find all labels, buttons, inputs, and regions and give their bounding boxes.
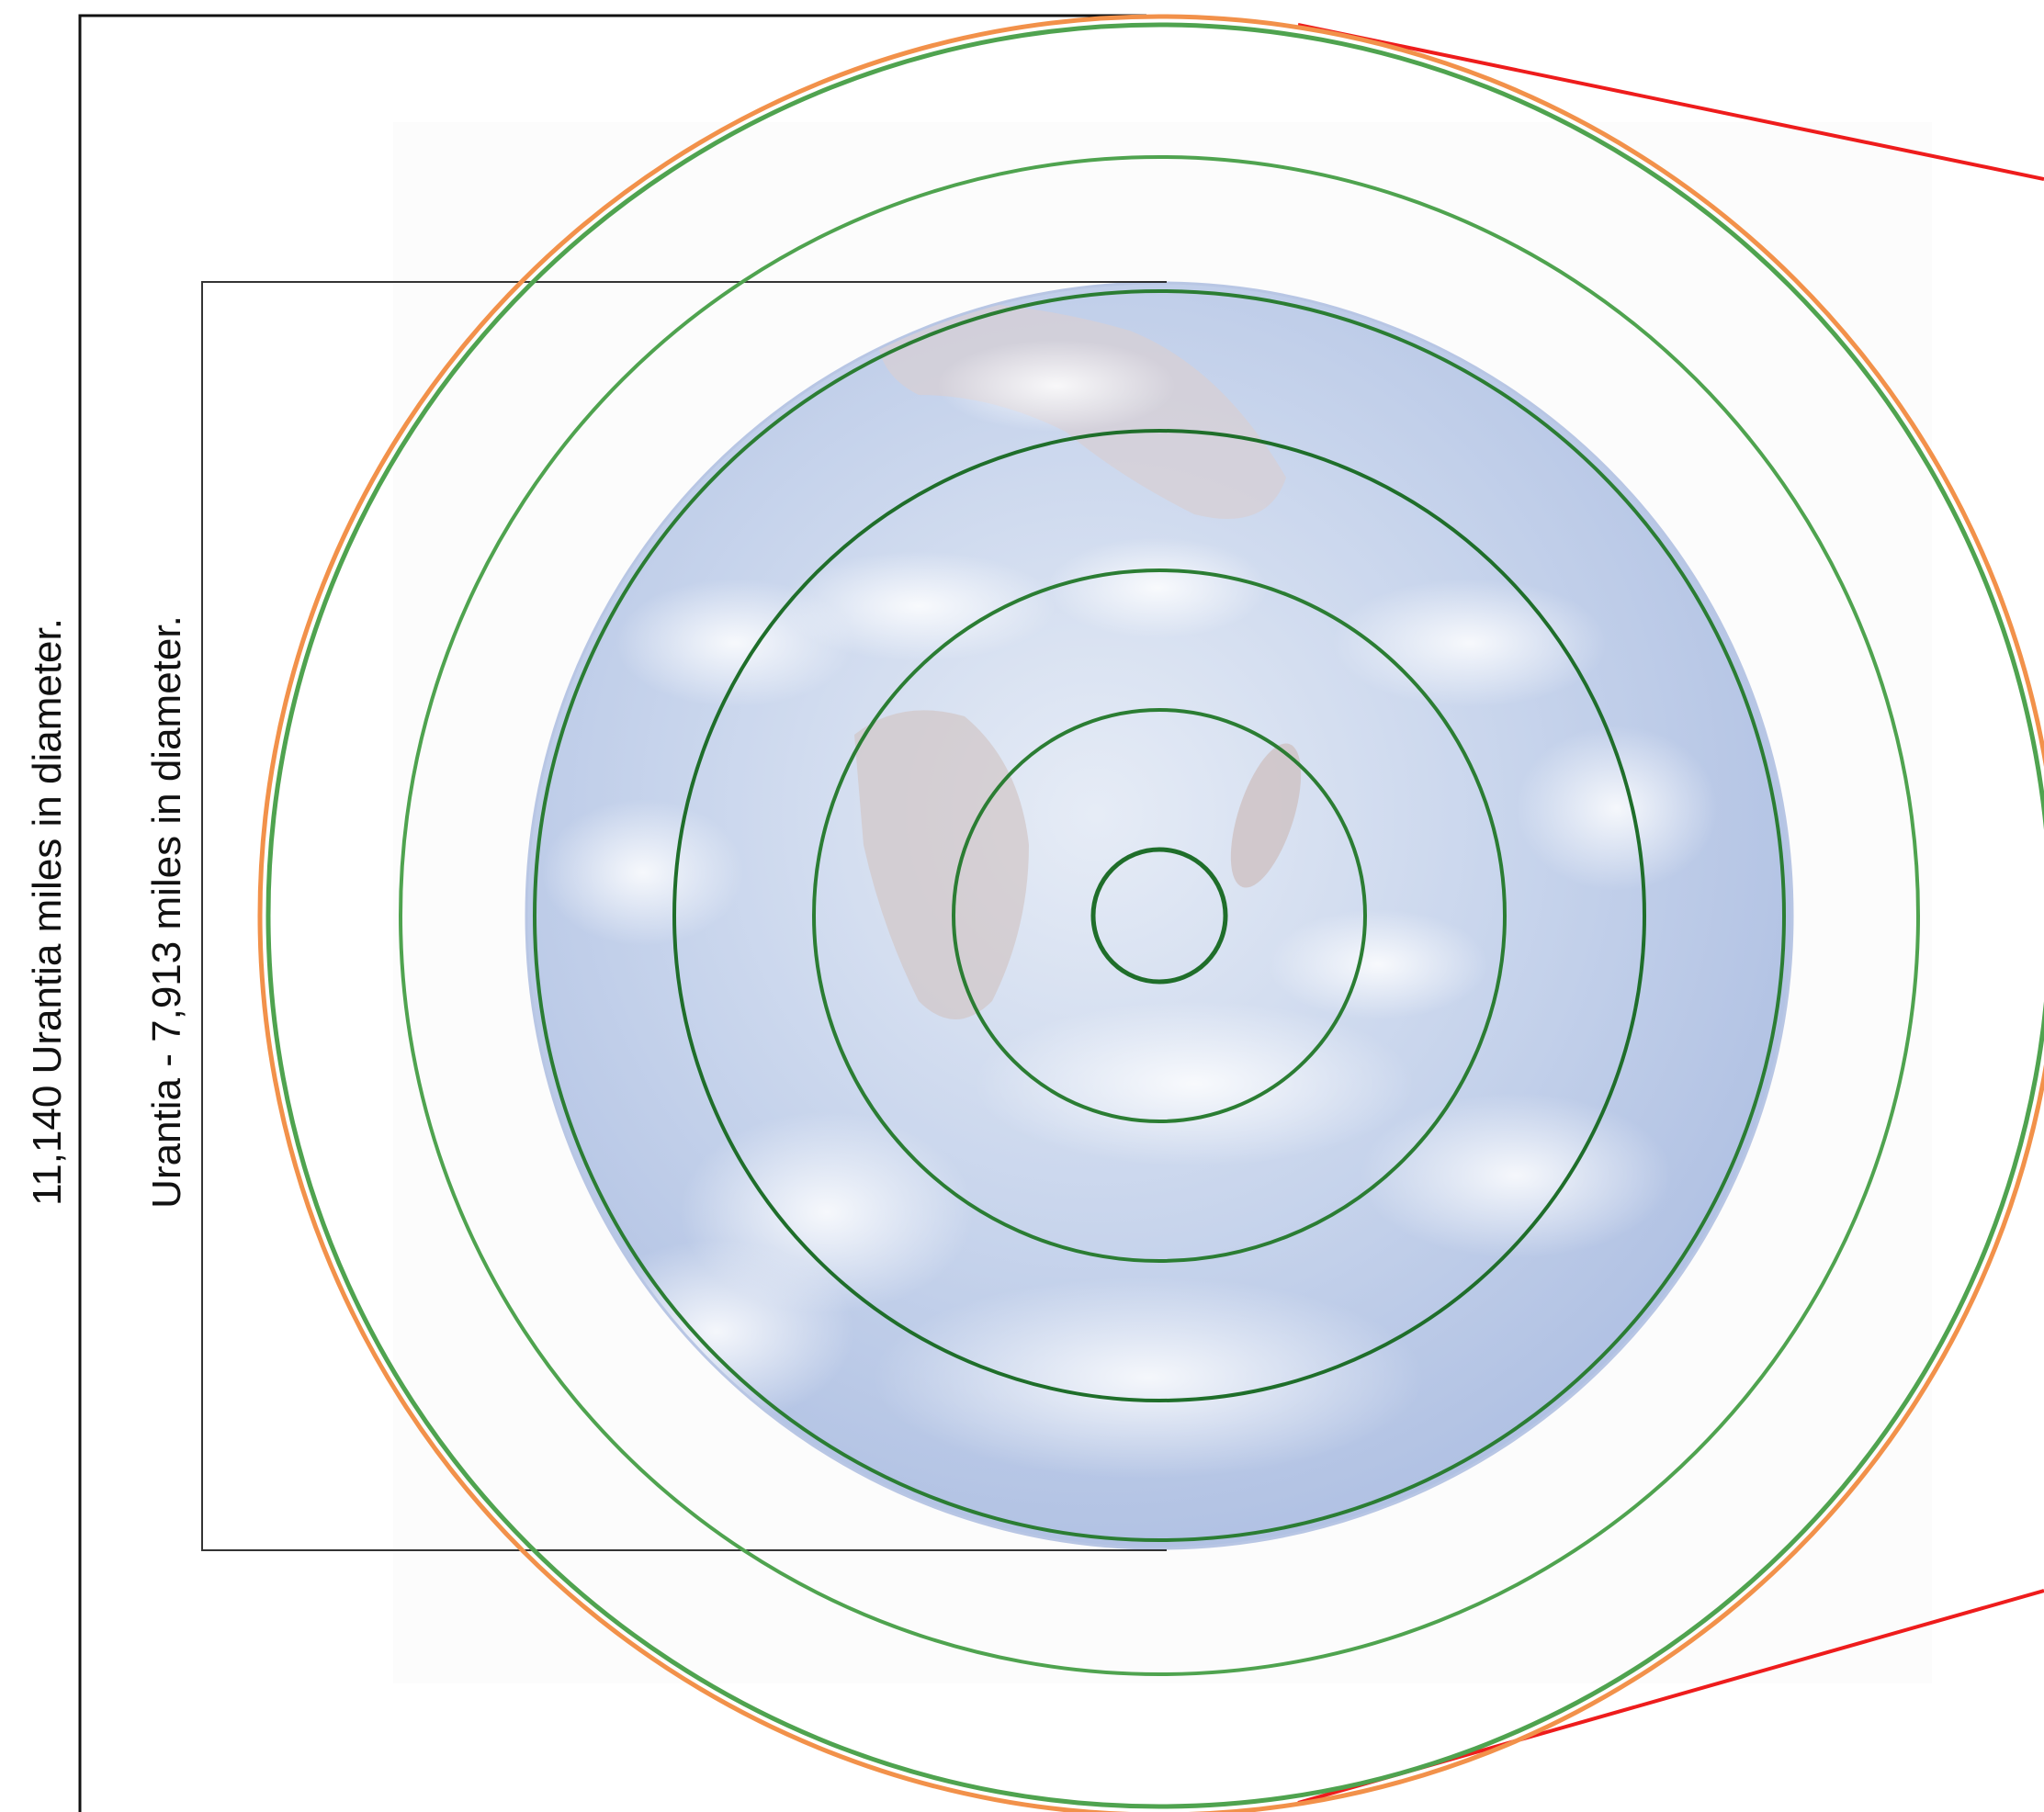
- outer-orange-ring: [257, 14, 2044, 1812]
- concentric-rings: [265, 22, 2044, 1809]
- outer-diameter-bracket: [78, 14, 1146, 1812]
- ring-6: [399, 155, 1920, 1676]
- planet-diameter-bracket: [201, 281, 1167, 1551]
- ring-4: [672, 429, 1646, 1402]
- ring-1: [1090, 847, 1228, 985]
- ring-2: [952, 708, 1367, 1123]
- pointer-line-top: [1297, 23, 2044, 181]
- ring-5: [533, 289, 1786, 1542]
- ring-3: [812, 568, 1507, 1263]
- ring-7: [265, 22, 2044, 1809]
- planet-diameter-label: Urantia - 7,913 miles in diameter.: [144, 615, 189, 1209]
- earth-globe: [525, 281, 1794, 1550]
- outer-diameter-label: 11,140 Urantia miles in diameter.: [25, 618, 70, 1206]
